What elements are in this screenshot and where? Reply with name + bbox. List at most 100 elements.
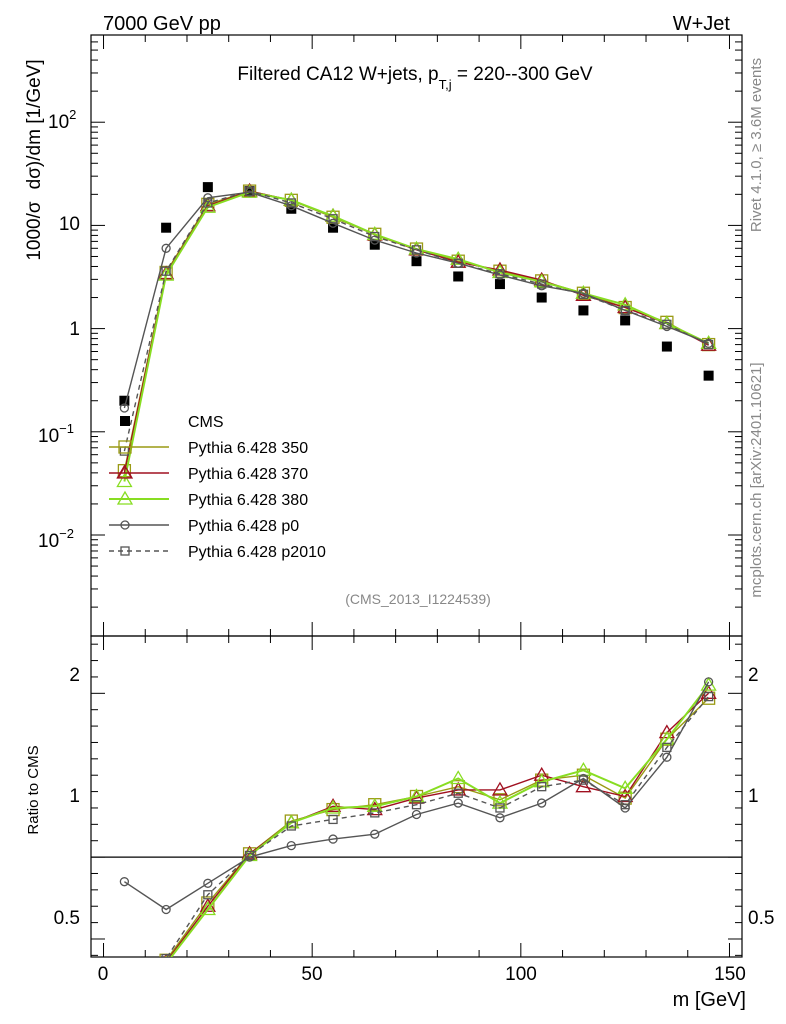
ratio-point-pythia-6-428-p2010 [537,782,547,792]
ratio-point-pythia-6-428-p2010 [453,788,463,798]
data-point-pythia-6-428-p0 [119,403,130,413]
legend-marker-pythia-6-428-p2010 [120,546,130,556]
ratio-point-pythia-6-428-380 [700,676,717,691]
ratio-tick-1-right: 1 [748,786,759,807]
ratio-tick-0p5-right: 0.5 [748,908,774,929]
series-line-pythia-6-428-380 [123,191,710,482]
ratio-tick-2-left: 2 [69,665,80,686]
data-point-pythia-6-428-p2010 [244,186,255,196]
series-line-pythia-6-428-p0 [123,191,709,409]
data-point-pythia-6-428-p2010 [662,319,672,329]
ratio-point-pythia-6-428-p2010 [244,850,255,861]
legend-marker-cms [120,416,130,426]
ratio-point-pythia-6-428-p2010 [703,691,714,702]
ratio-point-pythia-6-428-370 [533,766,550,781]
ytick-label-0p1: 10−1 [38,421,74,447]
data-point-pythia-6-428-380 [116,473,133,488]
header-process: W+Jet [673,13,731,35]
ratio-point-pythia-6-428-p0 [328,834,338,844]
mcplots-site-label: mcplots.cern.ch [arXiv:2401.10621] [748,362,765,597]
legend-label-pythia-6-428-350: Pythia 6.428 350 [188,440,308,457]
data-point-pythia-6-428-p2010 [370,231,380,242]
ratio-point-pythia-6-428-380 [450,770,467,785]
legend-marker-pythia-6-428-380 [116,490,134,505]
ratio-point-pythia-6-428-p0 [161,904,171,915]
ytick-label-10: 10 [59,214,80,235]
chart-title: Filtered CA12 W+jets, pT,j = 220--300 Ge… [237,64,593,92]
data-point-pythia-6-428-p2010 [161,266,171,276]
ratio-point-pythia-6-428-p2010 [495,803,505,813]
ratio-point-pythia-6-428-p0 [119,877,130,887]
data-point-pythia-6-428-380 [450,250,467,265]
data-point-pythia-6-428-p0 [161,243,171,253]
ratio-point-pythia-6-428-380 [408,788,425,803]
xtick-label-100: 100 [505,964,537,985]
rivet-version-label: Rivet 4.1.0, ≥ 3.6M events [748,58,765,232]
ratio-point-pythia-6-428-p2010 [620,800,630,810]
ratio-line-pythia-6-428-370 [168,692,710,957]
x-axis-label: m [GeV] [673,989,746,1011]
ratio-series-group [117,676,717,998]
data-point-pythia-6-428-p2010 [328,214,338,224]
data-point-cms [202,182,213,193]
legend-label-pythia-6-428-p2010: Pythia 6.428 p2010 [188,544,326,561]
ratio-tick-1-left: 1 [69,786,80,807]
legend-label-pythia-6-428-p0: Pythia 6.428 p0 [188,518,299,535]
data-point-pythia-6-428-p2010 [495,269,505,279]
ratio-point-pythia-6-428-p2010 [203,890,213,900]
ratio-point-pythia-6-428-p0 [537,798,547,808]
ratio-point-pythia-6-428-380 [324,799,342,814]
data-point-cms [286,203,297,214]
ratio-point-pythia-6-428-p0 [203,878,213,888]
ratio-point-pythia-6-428-380 [658,730,676,745]
ratio-point-pythia-6-428-p2010 [286,821,296,831]
ratio-point-pythia-6-428-p2010 [411,800,422,810]
data-point-pythia-6-428-p2010 [411,245,422,255]
data-point-cms [703,370,714,381]
ratio-point-pythia-6-428-370 [324,798,342,812]
ratio-point-pythia-6-428-380 [117,986,131,998]
ratio-plot-frame [90,635,743,958]
header-collision: 7000 GeV pp [103,13,221,35]
ratio-point-pythia-6-428-p2010 [120,966,128,974]
ratio-point-pythia-6-428-p0 [411,809,422,820]
xtick-label-0: 0 [98,964,109,985]
ytick-label-100: 102 [48,107,76,133]
ratio-point-pythia-6-428-p0 [370,829,380,839]
data-point-cms [453,271,464,282]
data-point-pythia-6-428-p2010 [703,339,714,350]
ratio-point-pythia-6-428-350 [118,980,130,992]
ratio-line-pythia-6-428-p0 [124,681,710,911]
ratio-tick-0p5-left: 0.5 [54,908,80,929]
ratio-point-pythia-6-428-p0 [453,798,463,808]
data-point-pythia-6-428-p2010 [203,198,213,208]
legend-marker-pythia-6-428-370 [116,464,134,479]
data-point-cms [119,395,130,406]
data-point-cms [536,292,547,303]
ratio-line-pythia-6-428-380 [169,684,710,957]
ratio-point-pythia-6-428-p2010 [370,808,380,818]
ratio-point-pythia-6-428-p2010 [161,953,171,957]
y-axis-label: 1000/σdσ)/dm [1/GeV] [24,59,45,260]
ratio-line-pythia-6-428-350 [167,697,710,957]
ratio-point-pythia-6-428-p0 [662,752,672,762]
ratio-point-pythia-6-428-p0 [495,813,505,823]
ratio-point-pythia-6-428-380 [366,798,383,812]
series-line-pythia-6-428-p2010 [123,190,709,452]
data-point-cms [661,341,672,352]
data-point-cms [161,222,172,233]
data-point-cms [620,315,631,326]
data-point-pythia-6-428-p2010 [537,279,547,289]
xtick-label-50: 50 [301,964,322,985]
ytick-label-1: 1 [69,319,80,340]
ytick-label-0p01: 10−2 [38,526,74,552]
data-point-pythia-6-428-p2010 [286,198,296,208]
ratio-tick-2-right: 2 [748,665,759,686]
ratio-point-pythia-6-428-p2010 [662,742,672,753]
legend-marker-pythia-6-428-350 [118,440,132,454]
ratio-point-pythia-6-428-380 [617,780,634,794]
ratio-point-pythia-6-428-370 [575,778,592,793]
main-series-group [116,182,717,488]
xtick-label-150: 150 [714,964,746,985]
